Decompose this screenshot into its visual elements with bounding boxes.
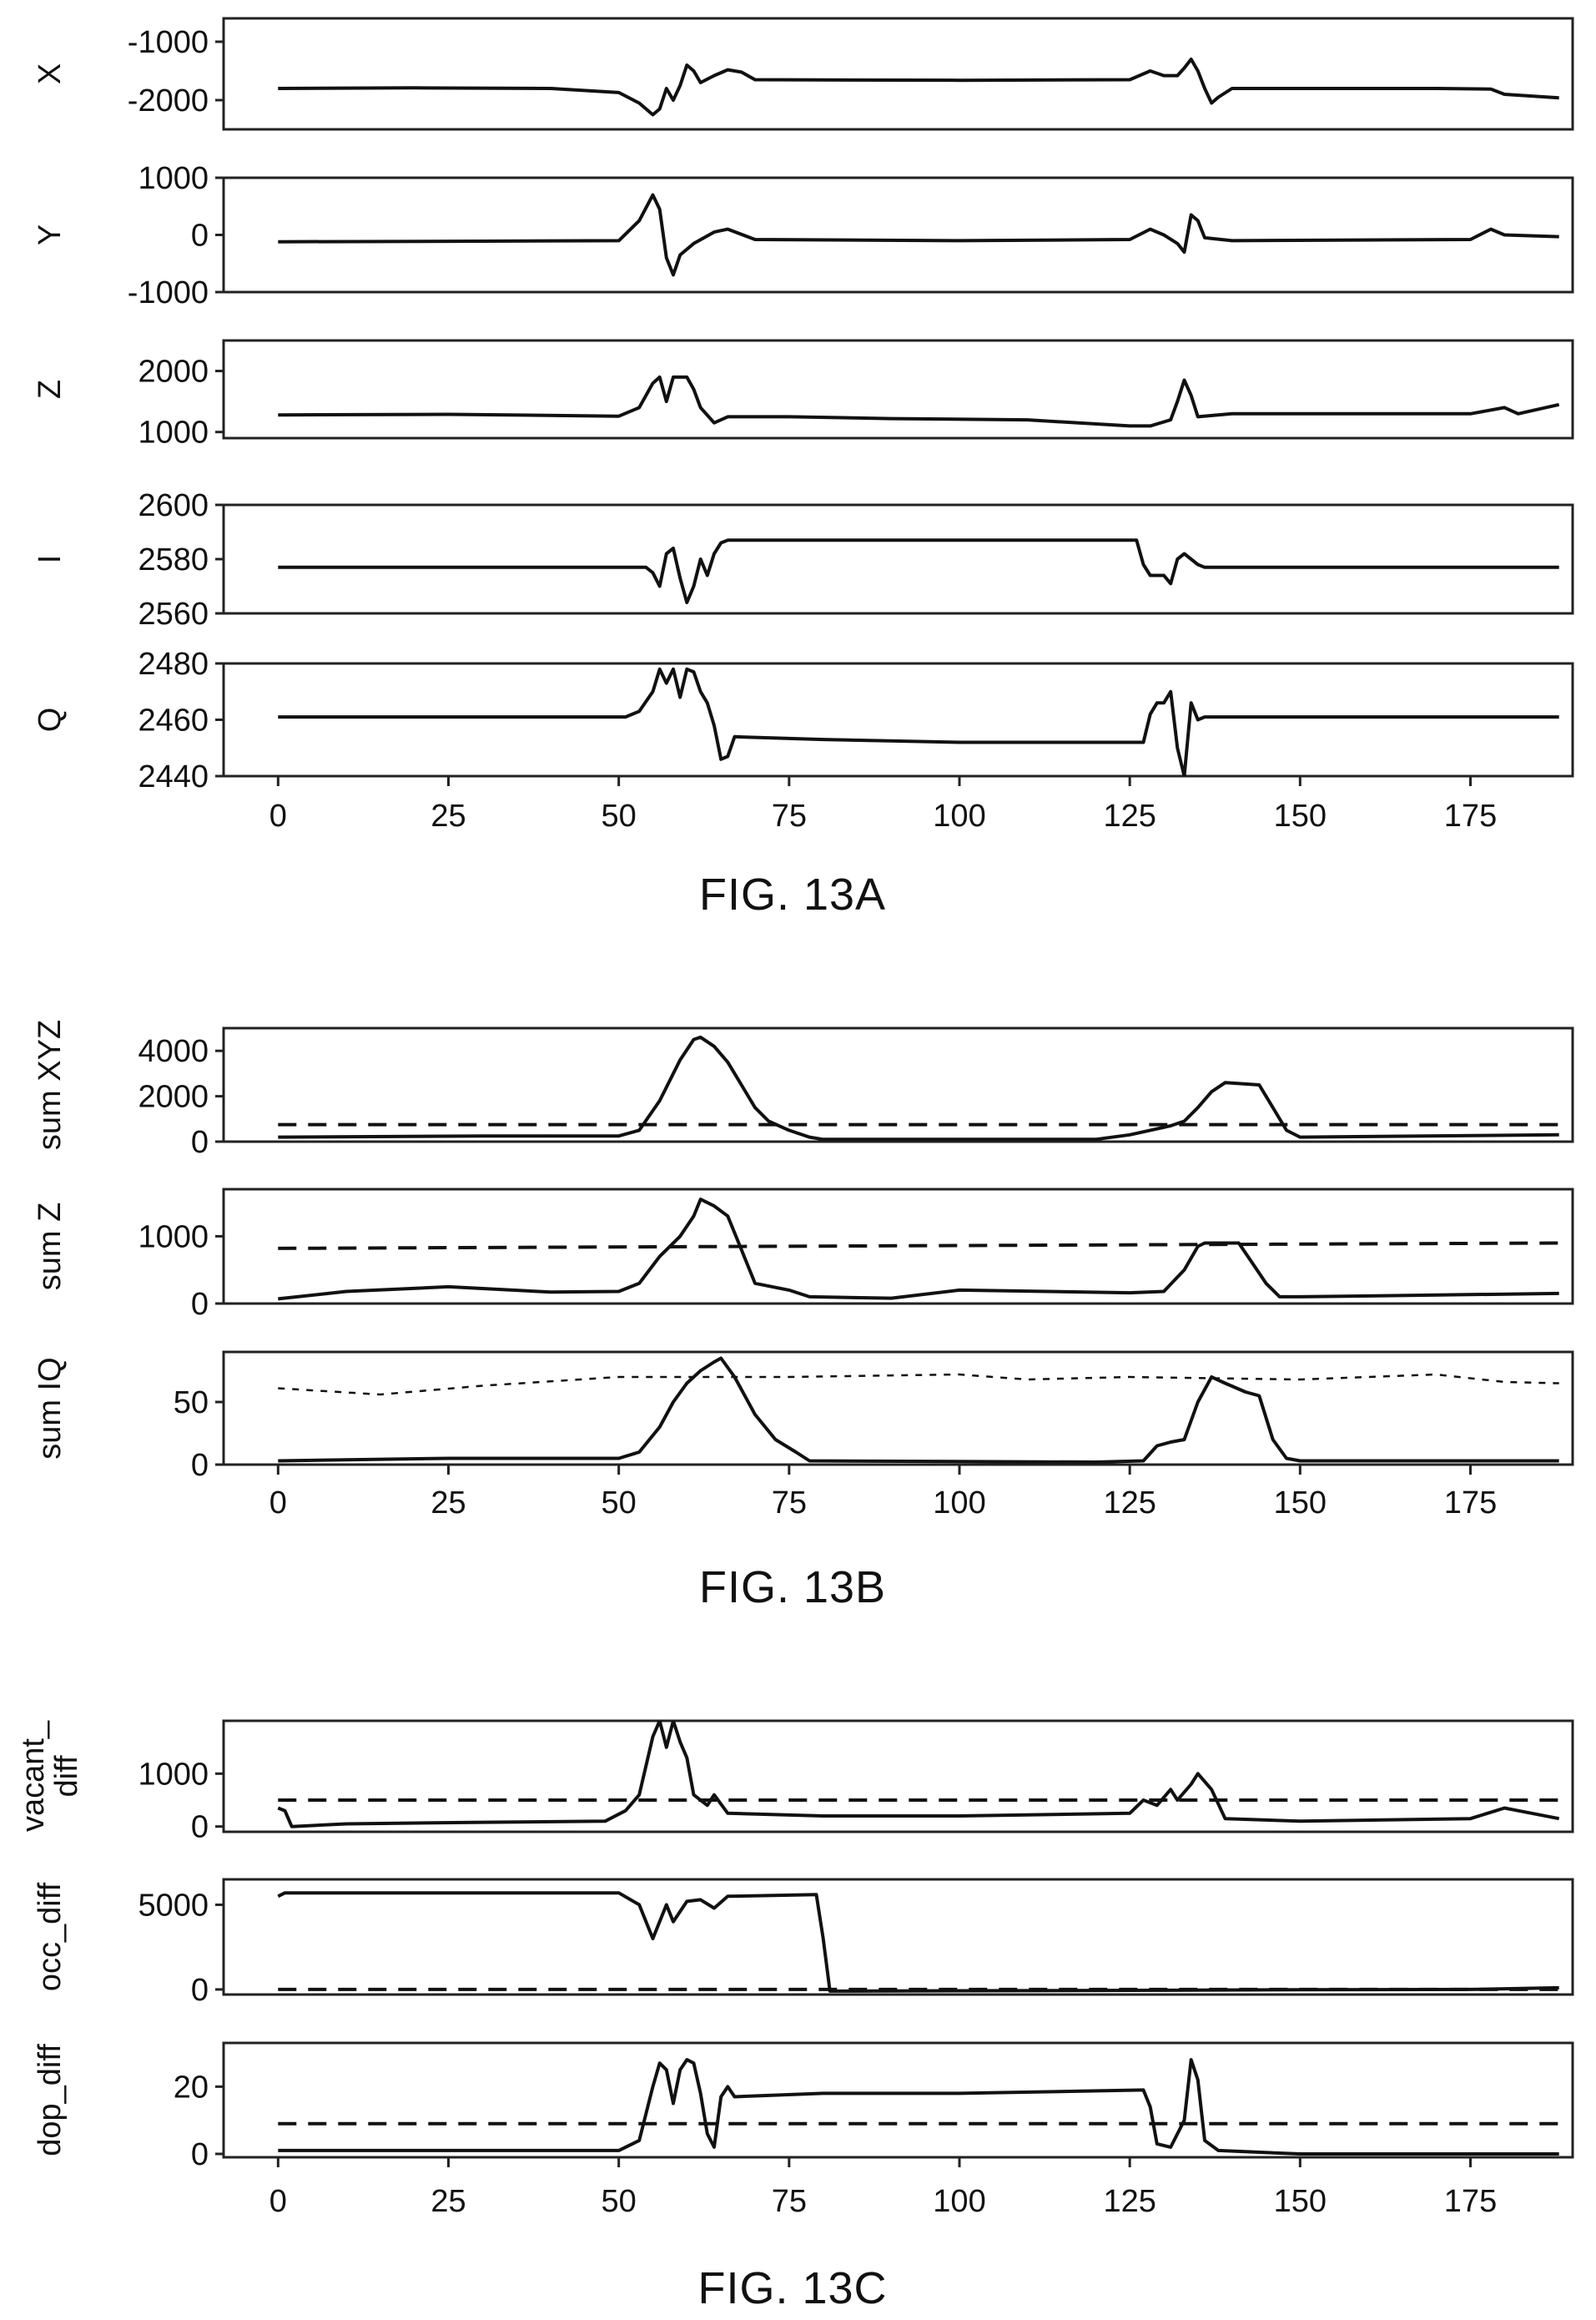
panel-frame-vacant-diff <box>222 1719 1574 1833</box>
y-tick-label: 2000 <box>138 1080 209 1115</box>
y-tick-label: -1000 <box>128 25 209 60</box>
panel-frame-dop-diff <box>222 2041 1574 2159</box>
figure-13c: FIG. 13C 10000vacant_diff50000occ_diff20… <box>16 1719 1574 2313</box>
figure-13c-title: FIG. 13C <box>697 2263 887 2313</box>
panel-frame-occ-diff <box>222 1878 1574 1996</box>
x-tick-label: 0 <box>269 2184 287 2219</box>
x-tick-label: 50 <box>602 799 637 834</box>
y-tick-label: -2000 <box>128 83 209 119</box>
series-line-z <box>278 375 1560 428</box>
x-tick-label: 100 <box>933 1485 985 1521</box>
series-line-i <box>278 538 1559 604</box>
series-line-dop-diff <box>278 2058 1559 2156</box>
series-line-sum-z <box>278 1198 1559 1301</box>
x-tick-label: 150 <box>1274 799 1327 834</box>
y-tick-label: 1000 <box>138 1219 209 1254</box>
x-tick-label: 0 <box>269 799 287 834</box>
y-tick-label: 2480 <box>138 647 209 682</box>
series-line-sum-iq <box>278 1356 1559 1464</box>
x-tick-label: 125 <box>1103 1485 1155 1521</box>
series-line-sum-xyz <box>278 1035 1559 1142</box>
y-tick-label: 50 <box>174 1385 209 1420</box>
panel-frame-z <box>222 339 1574 440</box>
x-tick-label: 25 <box>430 1485 466 1521</box>
panel-frame-x <box>222 17 1574 131</box>
series-line-occ-diff <box>277 1891 1559 1993</box>
y-tick-label: 2440 <box>138 759 209 794</box>
y-tick-label: 0 <box>191 2137 209 2172</box>
figure-13a: FIG. 13A -1000-2000X10000-1000Y20001000Z… <box>33 17 1574 920</box>
panel-frame-sum-iq <box>222 1350 1574 1466</box>
x-tick-label: 75 <box>772 799 807 834</box>
x-tick-label: 175 <box>1444 799 1497 834</box>
y-axis-label-y: Y <box>33 224 68 245</box>
y-tick-label: 0 <box>191 1810 209 1845</box>
y-tick-label: 1000 <box>138 1757 209 1792</box>
x-tick-label: 125 <box>1103 2184 1155 2219</box>
panel-frame-sum-xyz <box>222 1026 1574 1143</box>
y-axis-label-sum-iq: sum IQ <box>33 1357 68 1459</box>
series-line-y <box>278 193 1559 277</box>
threshold-line-sum-iq <box>278 1373 1559 1396</box>
y-tick-label: 2460 <box>138 704 209 739</box>
y-tick-label: 2560 <box>138 597 209 632</box>
x-tick-label: 175 <box>1444 2184 1497 2219</box>
y-axis-label-i: I <box>33 555 68 564</box>
x-tick-label: 150 <box>1274 1485 1327 1521</box>
panel-frame-y <box>222 176 1574 294</box>
y-axis-label-sum-z: sum Z <box>33 1203 68 1291</box>
y-axis-label-sum-xyz: sum XYZ <box>33 1020 68 1150</box>
figure-13b-title: FIG. 13B <box>699 1562 886 1612</box>
x-tick-label: 175 <box>1444 1485 1497 1521</box>
y-tick-label: 2600 <box>138 488 209 523</box>
x-tick-label: 100 <box>933 799 985 834</box>
y-tick-label: 0 <box>191 1448 209 1483</box>
y-axis-label-dop-diff: dop_diff <box>33 2044 68 2156</box>
y-tick-label: 2000 <box>138 355 209 390</box>
x-tick-label: 75 <box>772 1485 807 1521</box>
threshold-line-sum-z <box>278 1241 1559 1250</box>
y-tick-label: 1000 <box>138 161 209 196</box>
y-axis-label-vacant-diff: vacant_diff <box>16 1720 84 1832</box>
series-line-vacant-diff <box>277 1721 1560 1828</box>
series-line-x <box>278 58 1559 117</box>
y-axis-label-occ-diff: occ_diff <box>33 1882 68 1991</box>
y-axis-label-x: X <box>33 63 68 84</box>
x-tick-label: 25 <box>430 2184 466 2219</box>
x-tick-label: 50 <box>602 2184 637 2219</box>
x-tick-label: 25 <box>430 799 466 834</box>
y-tick-label: 2580 <box>138 542 209 577</box>
x-tick-label: 50 <box>602 1485 637 1521</box>
figure-13a-title: FIG. 13A <box>699 870 886 920</box>
y-tick-label: 0 <box>191 219 209 254</box>
y-tick-label: 1000 <box>138 416 209 451</box>
panel-frame-q <box>222 662 1574 778</box>
y-tick-label: 0 <box>191 1125 209 1160</box>
x-tick-label: 100 <box>933 2184 985 2219</box>
y-tick-label: 0 <box>191 1973 209 2008</box>
y-tick-label: 20 <box>174 2070 209 2105</box>
y-axis-label-q: Q <box>33 708 68 733</box>
x-tick-label: 125 <box>1103 799 1155 834</box>
y-tick-label: 5000 <box>138 1888 209 1923</box>
panel-frame-i <box>222 503 1574 615</box>
x-tick-label: 150 <box>1274 2184 1327 2219</box>
y-tick-label: 4000 <box>138 1034 209 1069</box>
x-tick-label: 0 <box>269 1485 287 1521</box>
y-tick-label: -1000 <box>128 275 209 310</box>
y-axis-label-z: Z <box>33 380 68 399</box>
x-tick-label: 75 <box>772 2184 807 2219</box>
series-line-q <box>278 667 1559 776</box>
panel-frame-sum-z <box>222 1188 1574 1305</box>
y-tick-label: 0 <box>191 1287 209 1322</box>
